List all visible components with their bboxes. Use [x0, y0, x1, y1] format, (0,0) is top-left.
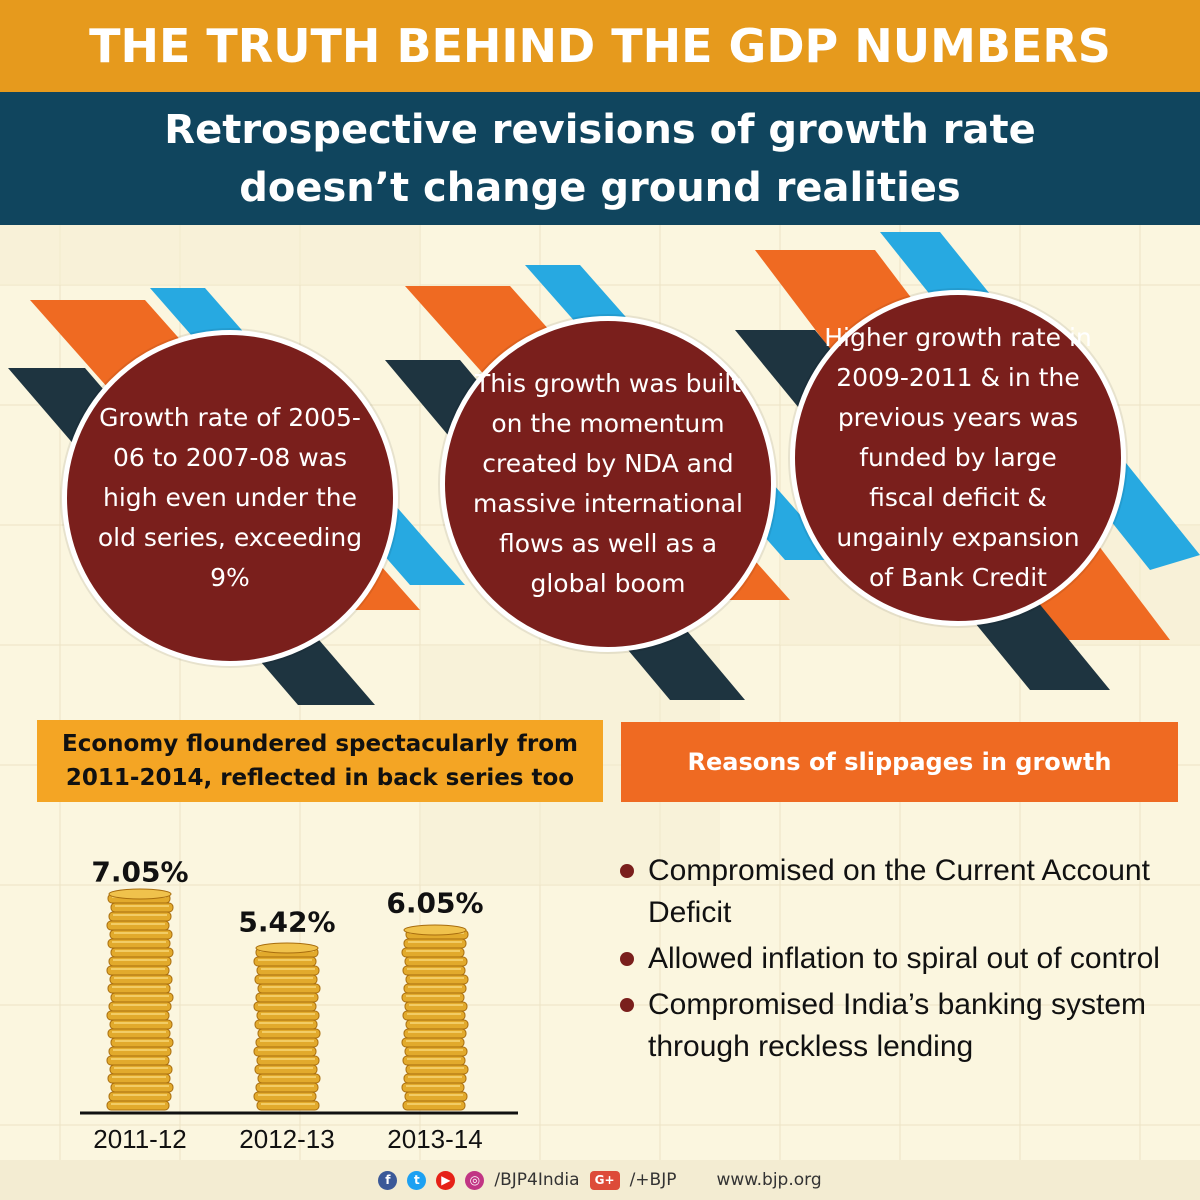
- growth-bar-chart: 7.05% 2011-12 5.42% 2012-13 6.05% 2013-14: [80, 856, 518, 1154]
- twitter-icon[interactable]: t: [407, 1170, 427, 1190]
- bubble-text: This growth was built on the momentum cr…: [473, 369, 743, 598]
- subtitle-banner: Retrospective revisions of growth rate d…: [0, 92, 1200, 225]
- list-item: Compromised on the Current Account Defic…: [620, 850, 1180, 934]
- list-item: Compromised India’s banking system throu…: [620, 984, 1180, 1068]
- subtitle-line-2: doesn’t change ground realities: [239, 164, 961, 211]
- facebook-icon[interactable]: f: [378, 1170, 398, 1190]
- reasons-heading: Reasons of slippages in growth: [621, 722, 1178, 802]
- list-item: Allowed inflation to spiral out of contr…: [620, 938, 1180, 980]
- bullet-dot: [620, 864, 634, 878]
- google-plus-icon[interactable]: G+: [589, 1170, 620, 1190]
- bubble-text: Growth rate of 2005-06 to 2007-08 was hi…: [97, 403, 363, 592]
- x-tick-label: 2013-14: [387, 1124, 482, 1154]
- footer-bar: f t ▶ ◎ /BJP4India G+ /+BJP www.bjp.org: [0, 1160, 1200, 1200]
- bar-value-label: 7.05%: [91, 856, 188, 889]
- coin-stack-bar: [106, 888, 174, 1111]
- reason-text: Compromised India’s banking system throu…: [648, 988, 1147, 1063]
- google-plus-handle[interactable]: /+BJP: [629, 1170, 677, 1190]
- coin-stack-bar: [401, 924, 469, 1111]
- bullet-dot: [620, 998, 634, 1012]
- reasons-heading-text: Reasons of slippages in growth: [687, 748, 1112, 776]
- page-title: THE TRUTH BEHIND THE GDP NUMBERS: [89, 19, 1111, 73]
- title-banner: THE TRUTH BEHIND THE GDP NUMBERS: [0, 0, 1200, 92]
- bar-value-label: 5.42%: [238, 906, 335, 939]
- chart-caption-line-2: 2011-2014, reflected in back series too: [65, 765, 575, 791]
- bar-value-label: 6.05%: [386, 886, 483, 919]
- social-handle[interactable]: /BJP4India: [494, 1170, 580, 1190]
- bubble-fiscal-deficit: Higher growth rate in 2009-2011 & in the…: [790, 290, 1126, 626]
- bubble-growth-old-series: Growth rate of 2005-06 to 2007-08 was hi…: [62, 330, 398, 666]
- youtube-icon[interactable]: ▶: [436, 1170, 456, 1190]
- reasons-list: Compromised on the Current Account Defic…: [620, 850, 1180, 1072]
- instagram-icon[interactable]: ◎: [465, 1170, 485, 1190]
- x-tick-label: 2012-13: [239, 1124, 334, 1154]
- chart-caption-line-1: Economy floundered spectacularly from: [61, 731, 579, 757]
- chart-caption: Economy floundered spectacularly from 20…: [37, 720, 603, 802]
- reason-text: Compromised on the Current Account Defic…: [648, 854, 1150, 929]
- subtitle-line-1: Retrospective revisions of growth rate: [164, 106, 1036, 153]
- coin-stack-bar: [253, 942, 321, 1111]
- reason-text: Allowed inflation to spiral out of contr…: [648, 942, 1160, 975]
- bubble-nda-momentum: This growth was built on the momentum cr…: [440, 316, 776, 652]
- bubble-text: Higher growth rate in 2009-2011 & in the…: [824, 323, 1092, 592]
- bullet-dot: [620, 952, 634, 966]
- website-link[interactable]: www.bjp.org: [716, 1170, 822, 1190]
- x-tick-label: 2011-12: [93, 1124, 187, 1154]
